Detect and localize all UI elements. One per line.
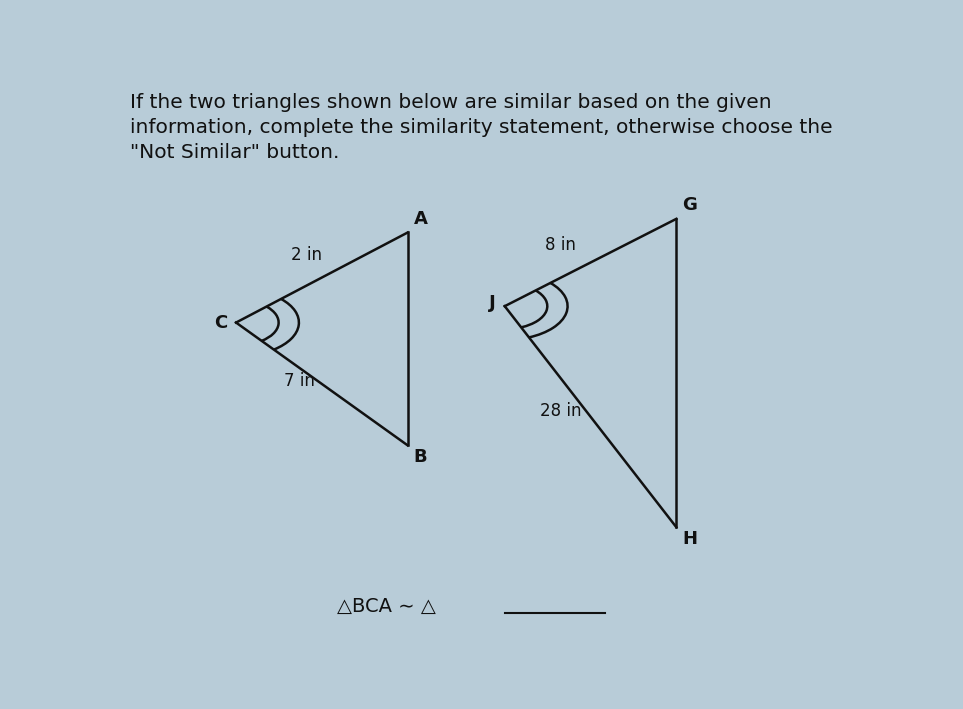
Text: A: A	[414, 210, 428, 228]
Text: If the two triangles shown below are similar based on the given
information, com: If the two triangles shown below are sim…	[130, 94, 833, 162]
Text: 28 in: 28 in	[540, 402, 582, 420]
Text: 8 in: 8 in	[545, 236, 576, 255]
Text: H: H	[683, 530, 697, 548]
Text: △BCA ∼ △: △BCA ∼ △	[337, 597, 435, 616]
Text: 7 in: 7 in	[284, 372, 315, 390]
Text: B: B	[414, 448, 428, 466]
Text: 2 in: 2 in	[292, 246, 323, 264]
Text: G: G	[683, 196, 697, 214]
Text: J: J	[489, 294, 496, 313]
Text: C: C	[214, 313, 227, 332]
